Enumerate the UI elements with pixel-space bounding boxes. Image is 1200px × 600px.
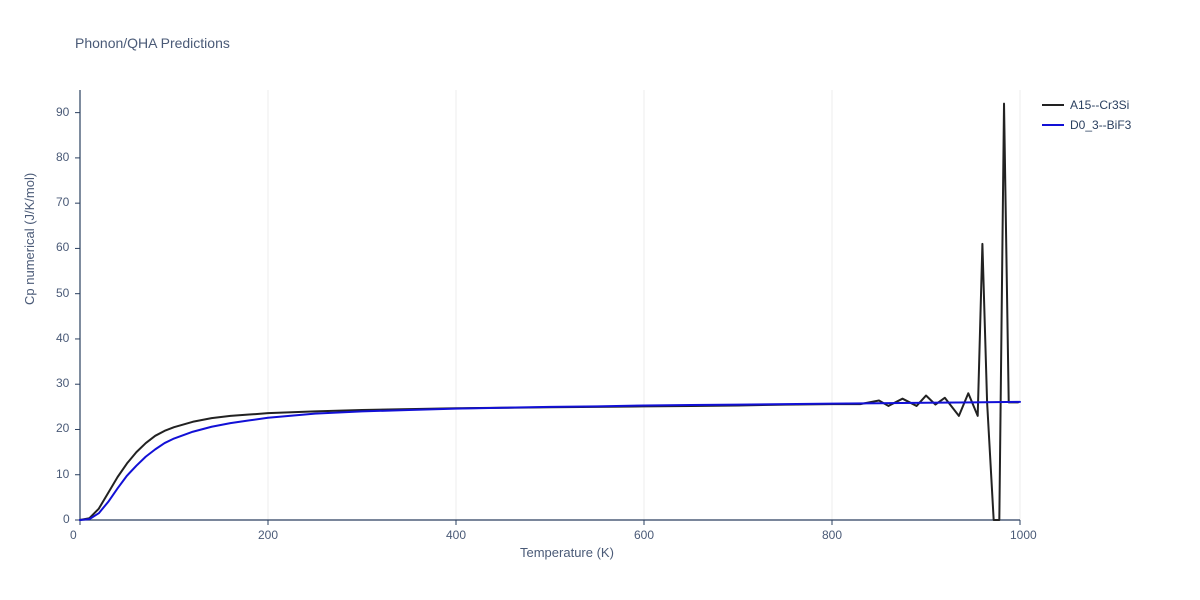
y-tick-label: 10 <box>56 467 72 481</box>
x-tick-label: 1000 <box>1010 528 1037 542</box>
legend-label: D0_3--BiF3 <box>1070 118 1131 132</box>
y-tick-label: 30 <box>56 376 72 390</box>
chart-area <box>80 90 1020 520</box>
x-tick-label: 0 <box>70 528 77 542</box>
x-tick-label: 800 <box>822 528 842 542</box>
legend-item[interactable]: A15--Cr3Si <box>1042 98 1131 112</box>
y-tick-label: 70 <box>56 195 72 209</box>
y-axis-label: Cp numerical (J/K/mol) <box>22 173 37 305</box>
y-tick-label: 0 <box>63 512 72 526</box>
legend-swatch <box>1042 124 1064 126</box>
x-tick-label: 600 <box>634 528 654 542</box>
chart-svg <box>80 90 1020 520</box>
y-tick-label: 40 <box>56 331 72 345</box>
legend-swatch <box>1042 104 1064 106</box>
y-tick-label: 80 <box>56 150 72 164</box>
legend: A15--Cr3Si D0_3--BiF3 <box>1042 98 1131 138</box>
x-tick-label: 200 <box>258 528 278 542</box>
y-tick-label: 60 <box>56 240 72 254</box>
y-tick-label: 90 <box>56 105 72 119</box>
chart-title: Phonon/QHA Predictions <box>75 35 230 51</box>
y-tick-label: 20 <box>56 421 72 435</box>
x-tick-label: 400 <box>446 528 466 542</box>
legend-item[interactable]: D0_3--BiF3 <box>1042 118 1131 132</box>
legend-label: A15--Cr3Si <box>1070 98 1129 112</box>
x-axis-label: Temperature (K) <box>520 545 614 560</box>
y-tick-label: 50 <box>56 286 72 300</box>
